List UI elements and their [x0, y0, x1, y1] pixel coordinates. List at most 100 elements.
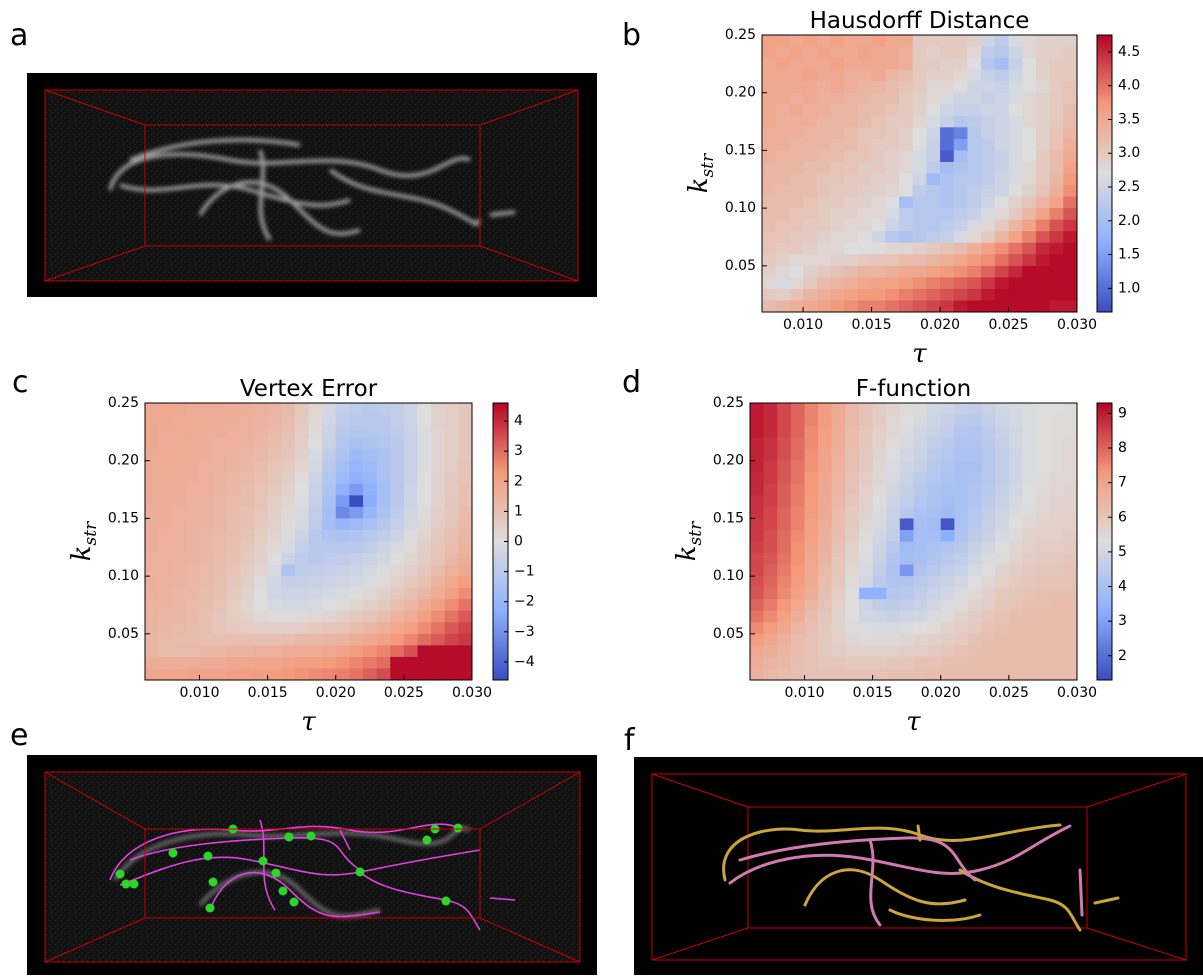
x-axis-label: τ: [301, 707, 316, 737]
heatmap-cell: [994, 92, 1009, 105]
heatmap-cell: [376, 449, 391, 462]
heatmap-cell: [995, 460, 1010, 473]
heatmap-cell: [789, 92, 804, 105]
heatmap-cell: [912, 161, 927, 174]
heatmap-cell: [872, 553, 887, 565]
heatmap-cell: [845, 587, 860, 600]
y-axis-label-main: k: [67, 545, 97, 561]
heatmap-cell: [789, 219, 804, 232]
heatmap-cell: [417, 610, 432, 623]
colorbar-tick-label: 7: [1118, 475, 1127, 491]
heatmap-cell: [953, 231, 968, 244]
heatmap-cell: [927, 437, 942, 450]
heatmap-cell: [926, 115, 941, 128]
heatmap-cell: [777, 668, 792, 681]
heatmap-cell: [981, 599, 996, 612]
heatmap-cell: [804, 587, 819, 600]
heatmap-cell: [145, 529, 160, 542]
heatmap-cell: [390, 483, 405, 496]
heatmap-cell: [363, 437, 378, 450]
heatmap-cell: [1008, 460, 1023, 473]
heatmap-cell: [762, 138, 777, 151]
heatmap-cell: [886, 564, 901, 577]
heatmap-cell: [844, 104, 859, 117]
heatmap-cell: [308, 414, 323, 427]
heatmap-cell: [953, 300, 968, 313]
heatmap-cell: [431, 610, 446, 623]
heatmap-cell: [926, 161, 941, 174]
heatmap-cell: [172, 564, 187, 577]
heatmap-cell: [994, 150, 1009, 163]
heatmap-cell: [968, 414, 983, 427]
heatmap-cell: [417, 656, 432, 669]
heatmap-cell: [281, 460, 296, 473]
x-tick-label: 0.010: [179, 685, 219, 701]
heatmap-cell: [789, 254, 804, 267]
heatmap-cell: [830, 150, 845, 163]
heatmap-cell: [417, 518, 432, 531]
heatmap-cell: [390, 403, 405, 415]
heatmap-cell: [899, 541, 914, 554]
x-tick-label: 0.015: [852, 317, 892, 333]
heatmap-cell: [845, 622, 860, 635]
heatmap-cell: [912, 81, 927, 94]
heatmap-cell: [458, 622, 473, 635]
heatmap-cell: [1049, 300, 1064, 313]
heatmap-cell: [417, 472, 432, 485]
heatmap-cell: [981, 564, 996, 577]
heatmap-cell: [845, 518, 860, 531]
heatmap-cell: [403, 656, 418, 669]
heatmap-cell: [981, 104, 996, 117]
heatmap-cell: [294, 610, 309, 623]
heatmap-cell: [871, 138, 886, 151]
heatmap-cell: [281, 529, 296, 542]
heatmap-cell: [927, 564, 942, 577]
heatmap-cell: [954, 426, 969, 439]
heatmap-cell: [145, 599, 160, 612]
heatmap-cell: [775, 35, 790, 47]
heatmap-cell: [322, 599, 337, 612]
heatmap-cell: [145, 506, 160, 519]
heatmap-cell: [803, 138, 818, 151]
heatmap-cell: [1063, 483, 1078, 496]
heatmap-cell: [349, 506, 364, 519]
heatmap-cell: [831, 506, 846, 519]
heatmap-cell: [940, 277, 955, 290]
heatmap-cell: [898, 92, 914, 105]
heatmap-cell: [775, 208, 790, 221]
x-tick-label: 0.030: [1057, 317, 1097, 333]
heatmap-cell: [267, 483, 282, 496]
heatmap-cell: [940, 449, 955, 462]
heatmap-cell: [872, 564, 887, 577]
heatmap-cell: [995, 599, 1010, 612]
heatmap-cell: [831, 668, 846, 681]
heatmap-cell: [390, 449, 405, 462]
heatmap-cell: [1022, 127, 1037, 140]
heatmap-cell: [226, 645, 241, 658]
heatmap-cell: [790, 495, 805, 508]
heatmap-cell: [940, 161, 955, 174]
colorbar-tick-label: 2: [1118, 648, 1127, 664]
heatmap-cell: [240, 449, 255, 462]
heatmap-cell: [927, 541, 942, 554]
x-tick-label: 0.015: [248, 685, 288, 701]
heatmap-cell: [240, 403, 255, 415]
heatmap-cell: [1063, 576, 1078, 589]
heatmap-cell: [431, 622, 446, 635]
heatmap-cell: [1008, 46, 1023, 59]
heatmap-cell: [912, 104, 927, 117]
heatmap-cell: [431, 460, 446, 473]
heatmap-cell: [804, 599, 819, 612]
y-tick-label: 0.05: [108, 626, 139, 642]
heatmap-cell: [458, 610, 473, 623]
heatmap-cell: [967, 127, 982, 140]
heatmap-cell: [912, 127, 927, 140]
heatmap-cell: [1063, 437, 1078, 450]
heatmap-cell: [940, 529, 955, 542]
x-tick-label: 0.020: [316, 685, 356, 701]
heatmap-cell: [926, 150, 941, 163]
heatmap-cell: [1036, 599, 1051, 612]
heatmap-cell: [1008, 92, 1023, 105]
heatmap-cell: [308, 495, 323, 508]
heatmap-cell: [403, 506, 418, 519]
